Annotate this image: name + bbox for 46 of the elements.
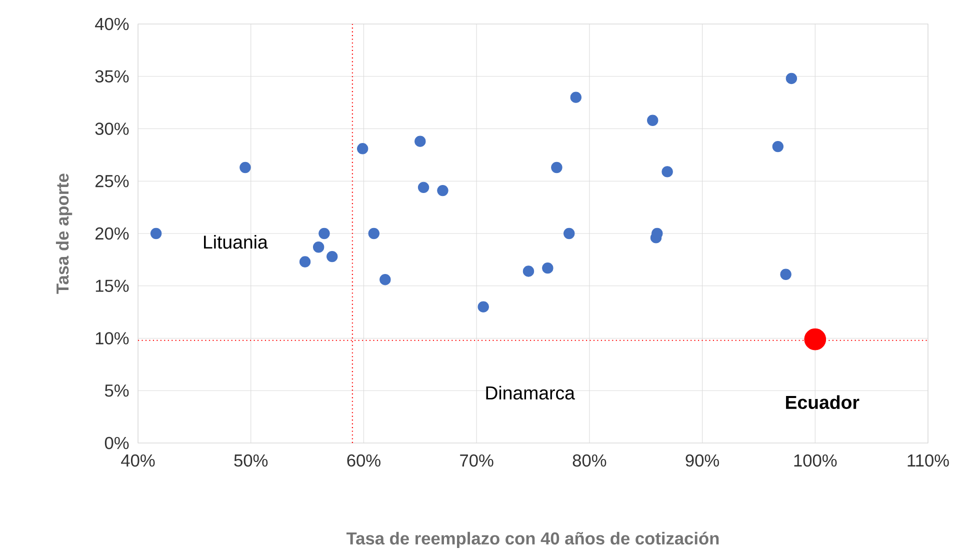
y-tick-label: 5% bbox=[104, 384, 129, 397]
point bbox=[326, 250, 338, 262]
x-tick-label: 100% bbox=[794, 454, 837, 467]
point bbox=[522, 266, 534, 277]
point bbox=[437, 184, 448, 196]
x-tick-label: 50% bbox=[234, 454, 268, 467]
point bbox=[368, 228, 380, 240]
x-tick-label: 70% bbox=[460, 454, 494, 467]
point bbox=[804, 328, 826, 350]
y-tick-label: 25% bbox=[95, 174, 129, 188]
point bbox=[312, 242, 324, 253]
point bbox=[551, 162, 562, 174]
y-tick-label: 20% bbox=[95, 227, 129, 240]
x-tick-label: 90% bbox=[686, 454, 720, 467]
point bbox=[240, 162, 251, 174]
y-tick-label: 40% bbox=[95, 18, 129, 30]
y-tick-label: 15% bbox=[96, 280, 129, 292]
point bbox=[356, 143, 368, 154]
point bbox=[542, 262, 554, 274]
point bbox=[662, 166, 673, 178]
point bbox=[478, 301, 489, 312]
x-tick-label: 60% bbox=[347, 454, 380, 467]
point bbox=[772, 140, 784, 152]
y-tick-label: 10% bbox=[96, 332, 129, 344]
x-axis-title: Tasa de reemplazo con 40 años de cotización bbox=[346, 532, 719, 548]
point bbox=[570, 92, 582, 103]
y-tick-label: 0% bbox=[104, 436, 129, 450]
point bbox=[150, 228, 162, 240]
y-tick-label: 35% bbox=[95, 70, 129, 83]
point bbox=[299, 256, 311, 268]
annotation: Lituania bbox=[204, 235, 268, 249]
point bbox=[780, 268, 792, 280]
x-tick-label: 80% bbox=[572, 454, 606, 467]
point bbox=[786, 72, 798, 84]
annotation: Ecuador bbox=[786, 395, 860, 410]
point bbox=[647, 114, 658, 126]
y-tick-label: 30% bbox=[95, 122, 129, 135]
x-tick-label: 40% bbox=[121, 454, 155, 467]
y-axis-title: Tasa de aporte bbox=[56, 174, 72, 294]
point bbox=[564, 228, 575, 240]
point bbox=[318, 228, 330, 240]
point bbox=[414, 136, 426, 147]
point bbox=[418, 182, 430, 194]
point bbox=[380, 274, 391, 286]
x-tick-label: 110% bbox=[908, 454, 949, 467]
annotation: Dinamarca bbox=[486, 386, 575, 400]
